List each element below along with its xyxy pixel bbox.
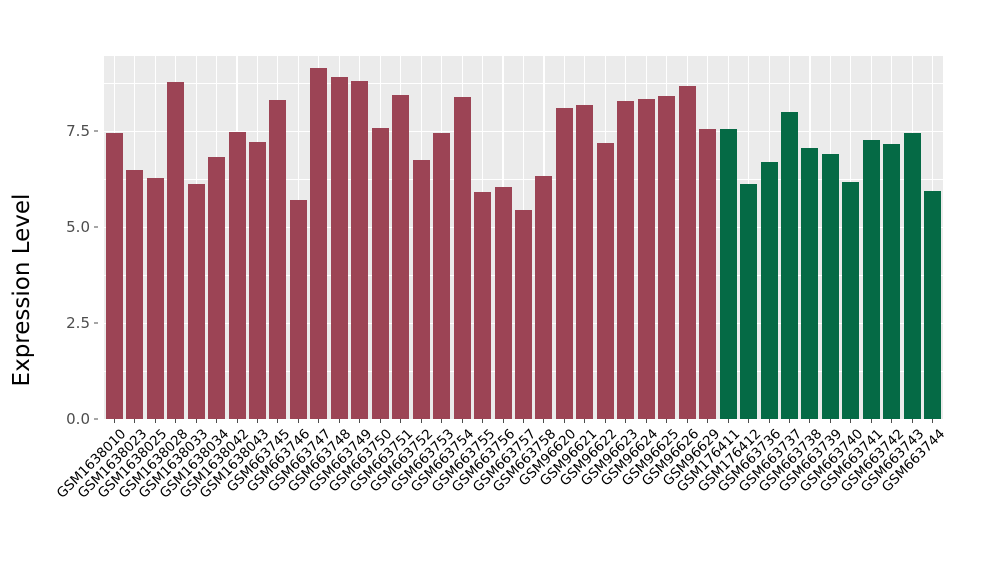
bar	[330, 77, 348, 419]
x-tick-mark	[297, 419, 299, 423]
x-tick-mark	[277, 419, 279, 423]
x-tick-mark	[216, 419, 218, 423]
x-tick-mark	[563, 419, 565, 423]
x-tick-mark	[113, 419, 115, 423]
bar	[576, 105, 594, 419]
x-tick-mark	[666, 419, 668, 423]
bar	[474, 192, 492, 419]
x-tick-mark	[645, 419, 647, 423]
x-tick-mark	[584, 419, 586, 423]
x-tick-mark	[727, 419, 729, 423]
x-tick-mark	[318, 419, 320, 423]
x-tick-mark	[829, 419, 831, 423]
y-axis-title: Expression Level	[9, 193, 35, 387]
bar	[617, 101, 635, 419]
x-tick-mark	[502, 419, 504, 423]
x-tick-mark	[850, 419, 852, 423]
y-tick-mark	[94, 130, 98, 132]
y-tick-label: 5.0	[66, 218, 90, 236]
y-tick-mark	[94, 418, 98, 420]
x-tick-mark	[400, 419, 402, 423]
bar	[903, 132, 921, 419]
x-tick-mark	[891, 419, 893, 423]
x-tick-mark	[379, 419, 381, 423]
x-tick-mark	[359, 419, 361, 423]
x-tick-mark	[932, 419, 934, 423]
x-tick-mark	[420, 419, 422, 423]
bar	[842, 181, 860, 419]
bar	[453, 97, 471, 419]
bar	[658, 96, 676, 419]
bar	[289, 200, 307, 419]
bar	[555, 107, 573, 419]
bar	[494, 187, 512, 419]
x-tick-mark	[707, 419, 709, 423]
x-tick-mark	[134, 419, 136, 423]
y-tick-label: 0.0	[66, 410, 90, 428]
x-tick-mark	[523, 419, 524, 423]
x-axis-tick-labels: GSM1638010 GSM1638023 GSM1638025 GSM1638028…	[54, 419, 948, 580]
bar	[392, 94, 410, 419]
bar	[883, 144, 901, 419]
y-tick-label: 7.5	[66, 122, 90, 140]
bar	[269, 100, 287, 419]
bar	[167, 81, 185, 419]
bar	[862, 140, 880, 419]
bar	[719, 129, 737, 419]
bar	[146, 178, 164, 419]
x-tick-mark	[482, 419, 484, 423]
x-tick-mark	[686, 419, 688, 423]
x-tick-mark	[441, 419, 443, 423]
bar	[760, 161, 778, 419]
bar	[699, 129, 717, 419]
x-tick-mark	[543, 419, 545, 423]
bar	[351, 81, 369, 419]
x-tick-mark	[236, 419, 238, 423]
bar	[740, 184, 758, 419]
x-tick-mark	[789, 419, 791, 423]
y-axis-tick-labels: 0.0 2.5 5.0 7.5	[44, 0, 98, 580]
y-tick-label: 2.5	[66, 314, 90, 332]
bar	[924, 190, 942, 419]
bar	[248, 141, 266, 419]
bar	[678, 86, 696, 419]
bar	[412, 160, 430, 419]
bar	[637, 99, 655, 419]
bar	[310, 67, 328, 419]
x-tick-mark	[748, 419, 750, 423]
plot-panel	[104, 56, 943, 419]
bar	[801, 148, 819, 419]
x-tick-mark	[809, 419, 811, 423]
x-tick-mark	[338, 419, 340, 423]
bar	[126, 170, 144, 419]
x-tick-mark	[911, 419, 913, 423]
x-tick-mark	[195, 419, 197, 423]
x-tick-mark	[256, 419, 258, 423]
bar	[371, 127, 389, 419]
x-tick-mark	[175, 419, 177, 423]
x-tick-mark	[461, 419, 463, 423]
bar	[208, 157, 226, 419]
y-tick-mark	[94, 322, 98, 324]
bar	[105, 132, 123, 419]
x-tick-mark	[870, 419, 872, 423]
x-tick-mark	[768, 419, 770, 423]
bar	[187, 183, 205, 419]
bar	[596, 143, 614, 419]
y-tick-mark	[94, 226, 98, 228]
bar	[535, 176, 553, 419]
bar	[433, 132, 451, 419]
bar	[228, 132, 246, 419]
x-tick-mark	[625, 419, 627, 423]
x-tick-mark	[604, 419, 606, 423]
bar	[515, 209, 532, 419]
x-tick-mark	[154, 419, 156, 423]
bar	[821, 154, 839, 419]
bar	[781, 111, 799, 419]
